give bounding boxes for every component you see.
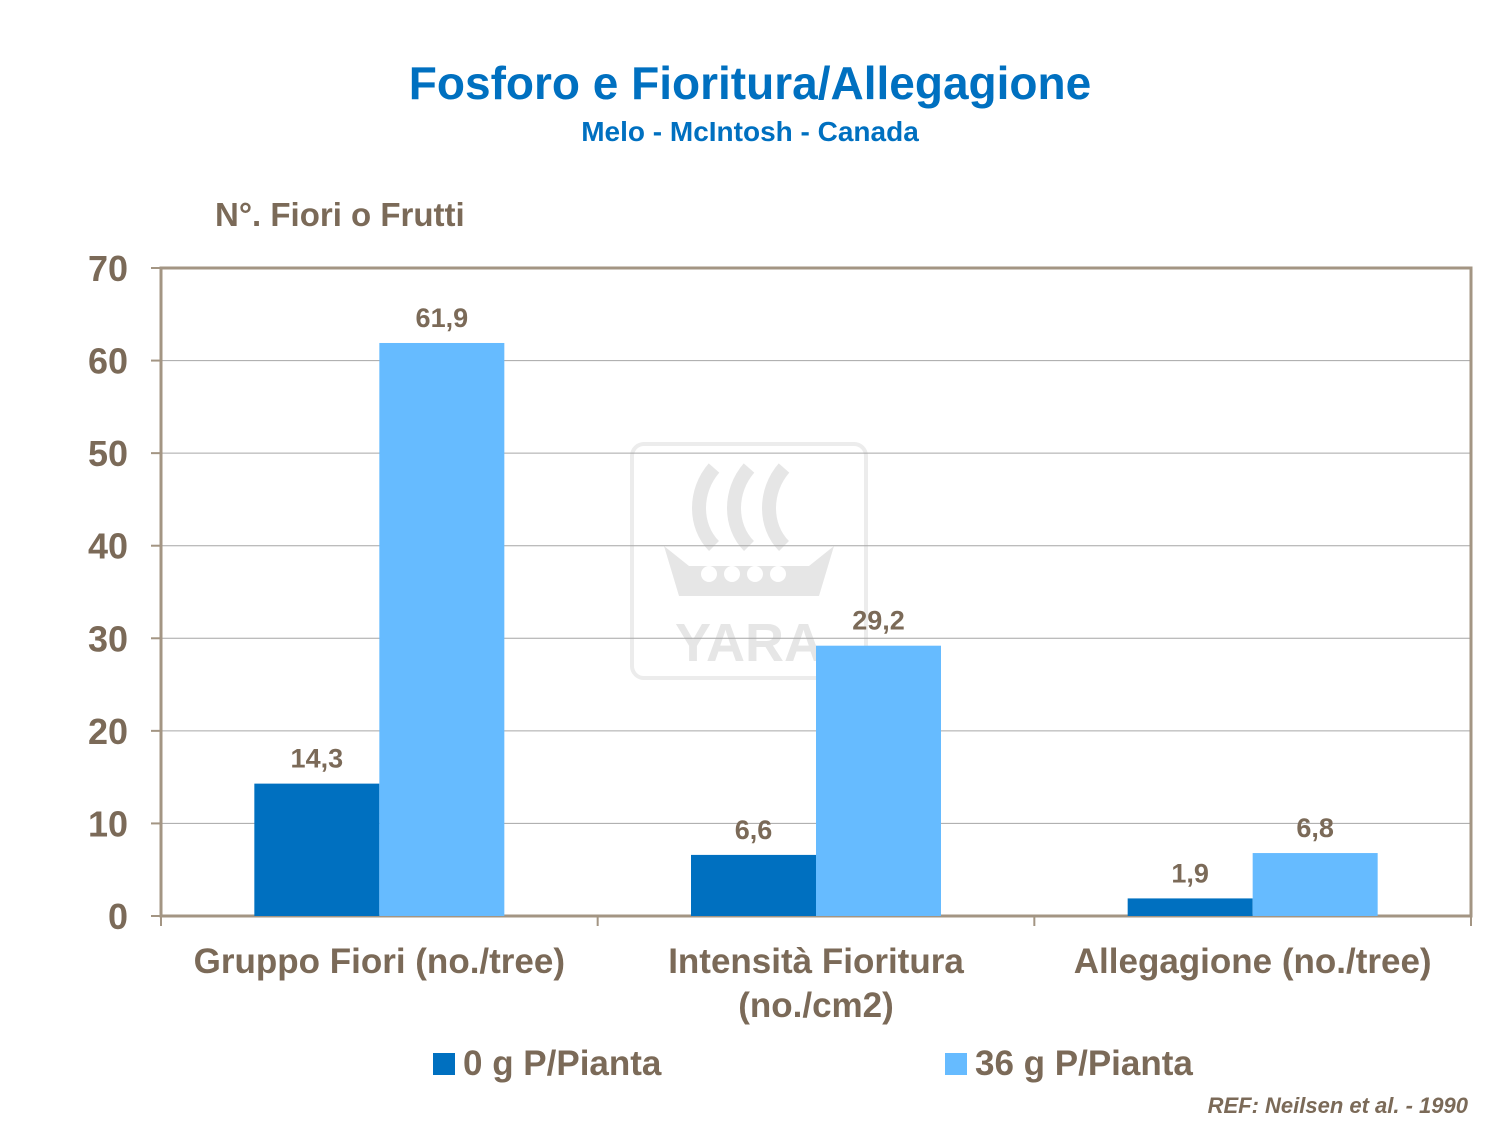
legend-label-0g: 0 g P/Pianta bbox=[463, 1044, 662, 1083]
legend-item-36g: 36 g P/Pianta bbox=[945, 1044, 1193, 1084]
data-label: 6,8 bbox=[1296, 813, 1334, 843]
bar-0g-0 bbox=[254, 783, 380, 916]
data-label: 14,3 bbox=[291, 744, 344, 774]
bar-36g-0 bbox=[379, 342, 505, 916]
bar-36g-1 bbox=[816, 645, 941, 916]
yara-watermark-text: YARA bbox=[674, 613, 824, 673]
y-tick-label: 70 bbox=[88, 248, 128, 289]
bars bbox=[254, 342, 1378, 916]
x-category-label: Intensità Fioritura bbox=[668, 942, 964, 981]
y-tick-label: 20 bbox=[88, 711, 128, 752]
y-axis-label: N°. Fiori o Frutti bbox=[215, 196, 465, 233]
bar-36g-2 bbox=[1252, 853, 1378, 916]
legend-label-36g: 36 g P/Pianta bbox=[975, 1044, 1193, 1083]
bar-0g-2 bbox=[1127, 898, 1253, 916]
y-tick-label: 60 bbox=[88, 341, 128, 382]
x-category-label: Allegagione (no./tree) bbox=[1074, 942, 1432, 981]
data-label: 61,9 bbox=[416, 303, 469, 333]
legend-swatch-0g bbox=[433, 1053, 455, 1075]
chart-subtitle: Melo - McIntosh - Canada bbox=[581, 116, 919, 147]
y-tick-label: 30 bbox=[88, 618, 128, 659]
labels: 0 10 20 30 40 50 60 70 14,3 61,9 Gruppo Fiori (no.… bbox=[88, 248, 1432, 1025]
axes bbox=[151, 267, 1472, 926]
y-tick-label: 50 bbox=[88, 433, 128, 474]
legend-swatch-36g bbox=[945, 1053, 967, 1075]
y-tick-label: 0 bbox=[108, 896, 128, 937]
x-category-label: (no./cm2) bbox=[738, 986, 894, 1025]
legend-item-0g: 0 g P/Pianta bbox=[433, 1044, 661, 1084]
chart-title: Fosforo e Fioritura/Allegagione bbox=[408, 57, 1092, 109]
y-tick-label: 10 bbox=[88, 803, 128, 844]
yara-viking-ship-logo-icon bbox=[664, 463, 834, 596]
y-tick-label: 40 bbox=[88, 526, 128, 567]
data-label: 1,9 bbox=[1171, 858, 1209, 888]
bar-0g-1 bbox=[691, 854, 816, 916]
reference-note: REF: Neilsen et al. - 1990 bbox=[1207, 1093, 1468, 1118]
data-label: 29,2 bbox=[852, 606, 905, 636]
x-category-label: Gruppo Fiori (no./tree) bbox=[194, 942, 565, 981]
yara-logo-watermark: YARA bbox=[630, 442, 868, 680]
data-label: 6,6 bbox=[735, 815, 773, 845]
